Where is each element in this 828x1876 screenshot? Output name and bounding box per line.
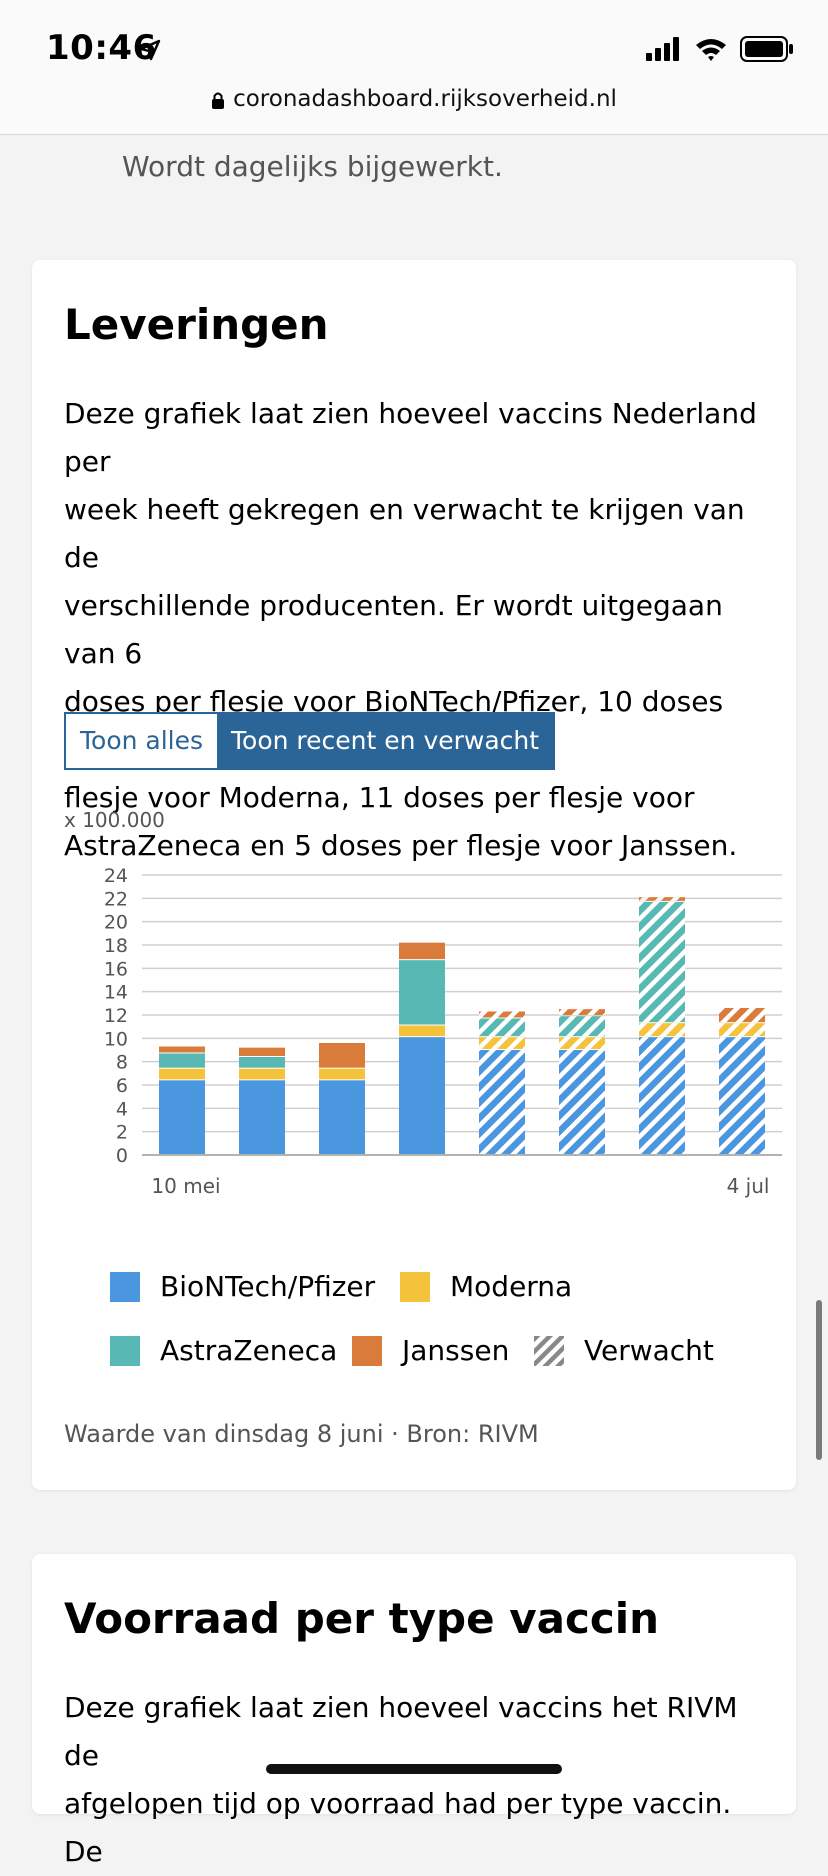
legend-label: Moderna — [450, 1270, 573, 1303]
toggle-recent-button[interactable]: Toon recent en verwacht — [217, 714, 554, 768]
y-axis-unit: x 100.000 — [64, 808, 165, 832]
expected-hatch — [479, 1050, 525, 1154]
y-tick-label: 14 — [104, 982, 128, 1004]
expected-hatch — [639, 901, 685, 1023]
expected-hatch — [639, 1037, 685, 1154]
y-tick-label: 12 — [104, 1005, 128, 1027]
y-tick-label: 2 — [116, 1122, 128, 1144]
expected-hatch — [719, 1037, 765, 1154]
browser-header: 10:46 coronadashboard.rijksoverheid.nl — [0, 0, 828, 135]
deliveries-description: Deze grafiek laat zien hoeveel vaccins N… — [64, 390, 769, 870]
bar-segment — [239, 1068, 285, 1080]
legend-swatch — [110, 1335, 140, 1366]
legend-label: BioNTech/Pfizer — [160, 1270, 376, 1303]
expected-hatch — [639, 897, 685, 901]
legend-label: Janssen — [402, 1334, 510, 1367]
x-tick-label: 4 jul — [727, 1174, 770, 1198]
expected-hatch — [479, 1037, 525, 1049]
location-arrow-icon — [139, 39, 161, 61]
legend-swatch — [352, 1335, 382, 1366]
stock-card: Voorraad per type vaccin Deze grafiek la… — [32, 1554, 796, 1868]
y-tick-label: 18 — [104, 935, 128, 957]
expected-hatch — [559, 1009, 605, 1016]
source-note: Waarde van dinsdag 8 juni · Bron: RIVM — [64, 1420, 539, 1448]
lock-icon — [212, 92, 225, 109]
battery-icon — [740, 36, 793, 62]
status-time: 10:46 — [46, 28, 157, 68]
description-line: Deze grafiek laat zien hoeveel vaccins h… — [64, 1691, 738, 1772]
bar-segment — [239, 1057, 285, 1068]
description-line: verschillende producenten. Er wordt uitg… — [64, 589, 723, 670]
legend-item-moderna: Moderna — [400, 1270, 572, 1303]
bar-segment — [159, 1068, 205, 1080]
y-tick-label: 6 — [116, 1075, 128, 1097]
bar-segment — [399, 942, 445, 960]
bar-segment — [239, 1080, 285, 1154]
legend-label: AstraZeneca — [160, 1334, 338, 1367]
deliveries-card: Leveringen Deze grafiek laat zien hoevee… — [32, 260, 796, 1490]
bar-segment — [159, 1046, 205, 1053]
legend-swatch — [400, 1271, 430, 1302]
stock-title: Voorraad per type vaccin — [64, 1594, 660, 1643]
address-bar[interactable]: coronadashboard.rijksoverheid.nl — [0, 86, 828, 112]
bar-segment — [399, 1025, 445, 1037]
bar-segment — [159, 1080, 205, 1154]
bar-segment — [319, 1043, 365, 1068]
expected-hatch — [559, 1016, 605, 1037]
bar-segment — [399, 960, 445, 1025]
expected-hatch — [719, 1023, 765, 1037]
signal-icon — [646, 37, 679, 61]
legend-item-astrazeneca: AstraZeneca — [110, 1334, 337, 1367]
legend-label: Verwacht — [584, 1334, 714, 1367]
expected-hatch — [559, 1050, 605, 1154]
y-tick-label: 8 — [116, 1052, 128, 1074]
description-line: AstraZeneca en 5 doses per flesje voor J… — [64, 829, 738, 862]
legend-swatch — [110, 1271, 140, 1302]
striped-swatch-icon — [534, 1335, 564, 1366]
bar-segment — [239, 1047, 285, 1056]
expected-hatch — [479, 1018, 525, 1037]
url-text: coronadashboard.rijksoverheid.nl — [233, 86, 617, 112]
expected-hatch — [639, 1023, 685, 1037]
y-tick-label: 0 — [116, 1145, 128, 1167]
legend-item-expected: Verwacht — [534, 1334, 714, 1367]
bar-segment — [399, 1037, 445, 1154]
toggle-show-all-button[interactable]: Toon alles — [66, 714, 218, 768]
home-indicator[interactable] — [266, 1764, 562, 1774]
deliveries-title: Leveringen — [64, 300, 329, 349]
legend-item-pfizer: BioNTech/Pfizer — [110, 1270, 375, 1303]
bar-segment — [159, 1053, 205, 1068]
y-tick-label: 22 — [104, 888, 128, 910]
x-tick-label: 10 mei — [151, 1174, 220, 1198]
description-line: week heeft gekregen en verwacht te krijg… — [64, 493, 745, 574]
wifi-icon — [696, 39, 726, 61]
y-tick-label: 24 — [104, 865, 128, 887]
legend-item-janssen: Janssen — [352, 1334, 509, 1367]
description-line: flesje voor Moderna, 11 doses per flesje… — [64, 781, 695, 814]
y-tick-label: 10 — [104, 1028, 128, 1050]
status-icons — [646, 34, 794, 64]
y-tick-label: 16 — [104, 958, 128, 980]
scrollbar[interactable] — [816, 1300, 822, 1460]
update-note: Wordt dagelijks bijgewerkt. — [122, 150, 503, 183]
stock-description: Deze grafiek laat zien hoeveel vaccins h… — [64, 1684, 769, 1876]
expected-hatch — [719, 1008, 765, 1023]
expected-hatch — [559, 1037, 605, 1049]
description-line: Deze grafiek laat zien hoeveel vaccins N… — [64, 397, 757, 478]
bar-segment — [319, 1080, 365, 1154]
bar-segment — [319, 1068, 365, 1080]
range-toggle: Toon alles Toon recent en verwacht — [64, 712, 556, 770]
y-tick-label: 20 — [104, 912, 128, 934]
y-tick-label: 4 — [116, 1098, 128, 1120]
expected-hatch — [479, 1011, 525, 1018]
description-line: afgelopen tijd op voorraad had per type … — [64, 1787, 732, 1868]
